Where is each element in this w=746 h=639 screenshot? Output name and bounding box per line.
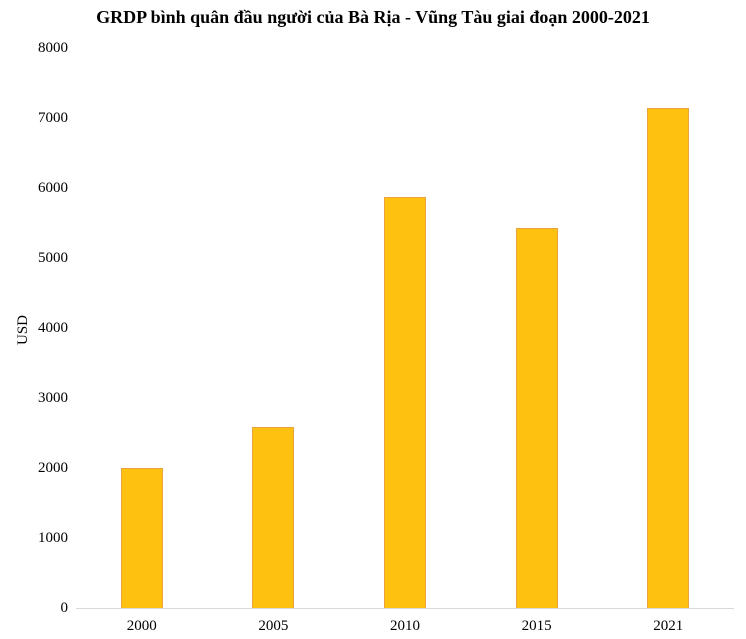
y-tick-label-2000: 2000	[38, 460, 68, 476]
bar-2005	[252, 427, 295, 608]
bar-2010	[384, 197, 426, 608]
x-tick-label-2010: 2010	[390, 618, 420, 634]
x-tick-label-2021: 2021	[653, 618, 684, 634]
y-tick-label-6000: 6000	[38, 180, 68, 196]
y-tick-label-1000: 1000	[38, 530, 68, 546]
x-axis-line	[76, 608, 734, 609]
chart-title: GRDP bình quân đầu người của Bà Rịa - Vũ…	[96, 7, 650, 27]
bar-2021	[647, 108, 690, 608]
x-tick-label-2000: 2000	[126, 618, 157, 634]
y-tick-label-8000: 8000	[38, 40, 68, 56]
y-tick-label-4000: 4000	[38, 320, 68, 336]
plot-area: 2000 2005 2010 2015 2021	[76, 48, 734, 634]
y-tick-label-0: 0	[60, 600, 69, 616]
x-tick-label-2005: 2005	[258, 618, 289, 634]
y-tick-label-5000: 5000	[38, 250, 68, 266]
bar-2015	[515, 227, 558, 608]
y-tick-label-3000: 3000	[38, 390, 68, 406]
x-tick-label-2015: 2015	[521, 618, 552, 634]
y-axis-ticks: 0 1000 2000 3000 4000 5000 6000 7000 8000	[0, 40, 68, 616]
bar-2000	[120, 468, 163, 608]
y-tick-label-7000: 7000	[38, 110, 68, 126]
